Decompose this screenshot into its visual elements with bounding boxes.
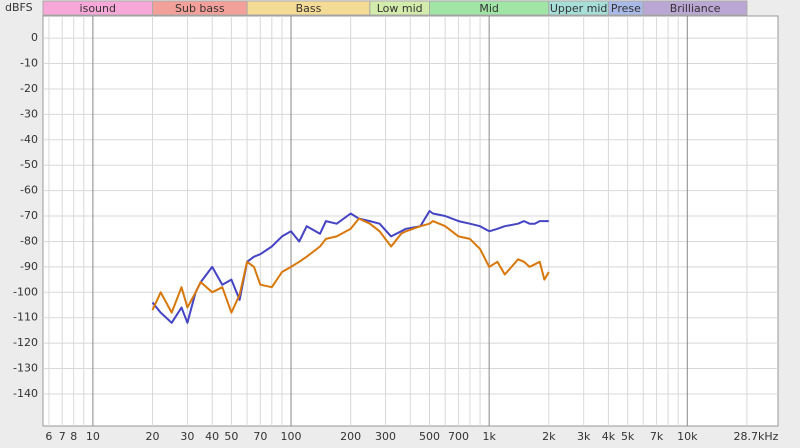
- y-tick-label: -120: [13, 336, 38, 349]
- x-tick-label: 3k: [577, 430, 591, 443]
- band-label: isound: [80, 2, 116, 15]
- y-tick-label: -60: [20, 184, 38, 197]
- y-tick-label: -30: [20, 107, 38, 120]
- band-label: Bass: [296, 2, 322, 15]
- x-tick-label: 500: [419, 430, 440, 443]
- x-tick-label: 100: [281, 430, 302, 443]
- band-label: Low mid: [377, 2, 423, 15]
- y-axis-label: dBFS: [5, 1, 33, 14]
- x-tick-label: 20: [146, 430, 160, 443]
- y-tick-label: -90: [20, 260, 38, 273]
- x-tick-label: 200: [340, 430, 361, 443]
- y-tick-label: -50: [20, 158, 38, 171]
- x-tick-label: 2k: [542, 430, 556, 443]
- x-tick-label: 8: [70, 430, 77, 443]
- band: [642, 0, 748, 16]
- x-tick-label: 40: [205, 430, 219, 443]
- band-label: Upper mid: [550, 2, 608, 15]
- y-tick-label: -110: [13, 311, 38, 324]
- x-tick-label: 700: [448, 430, 469, 443]
- band-label: Brilliance: [670, 2, 721, 15]
- y-tick-label: -20: [20, 82, 38, 95]
- x-tick-label: 5k: [621, 430, 635, 443]
- x-tick-label: 10: [86, 430, 100, 443]
- x-tick-label: 300: [375, 430, 396, 443]
- y-tick-label: -80: [20, 234, 38, 247]
- y-tick-label: 0: [31, 31, 38, 44]
- y-tick-label: -40: [20, 133, 38, 146]
- x-tick-label: 6: [45, 430, 52, 443]
- y-tick-label: -140: [13, 387, 38, 400]
- x-tick-label: 70: [253, 430, 267, 443]
- x-tick-label: 50: [224, 430, 238, 443]
- band-label: Mid: [479, 2, 499, 15]
- x-tick-label: 10k: [677, 430, 698, 443]
- x-tick-label: 1k: [482, 430, 496, 443]
- y-tick-label: -10: [20, 57, 38, 70]
- series-line: [151, 210, 549, 324]
- x-tick-label: 4k: [602, 430, 616, 443]
- y-tick-label: -100: [13, 285, 38, 298]
- y-tick-label: -70: [20, 209, 38, 222]
- band-label: Prese: [611, 2, 641, 15]
- x-tick-label: 28.7kHz: [734, 430, 779, 443]
- band-label: Sub bass: [175, 2, 225, 15]
- y-tick-label: -130: [13, 362, 38, 375]
- x-tick-label: 7k: [650, 430, 664, 443]
- x-tick-label: 30: [180, 430, 194, 443]
- x-tick-label: 7: [59, 430, 66, 443]
- series-line: [151, 217, 550, 314]
